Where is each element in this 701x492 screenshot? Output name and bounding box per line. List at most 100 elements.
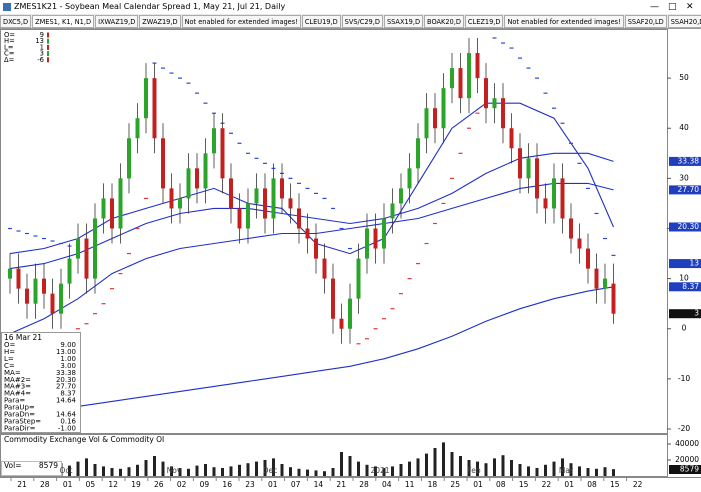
data-window-value: 8.37 (60, 390, 76, 398)
x-tick-label: 01 (564, 480, 574, 489)
tab[interactable]: SSAH20,D (667, 15, 701, 28)
candle-body (569, 218, 573, 239)
volume-bar (467, 460, 471, 476)
tab[interactable]: IXWAZ19,D (95, 15, 139, 28)
volume-bar (518, 464, 522, 476)
volume-bar (408, 461, 411, 476)
data-window-label: ParaUp= (4, 404, 35, 412)
volume-bar (85, 458, 88, 476)
candle-body (356, 258, 361, 299)
volume-bar (314, 470, 318, 476)
tab[interactable]: Not enabled for extended images! (181, 15, 301, 28)
x-tick-label: 05 (86, 480, 96, 489)
tab[interactable]: CLEZ19,D (464, 15, 504, 28)
candle-body (501, 98, 505, 129)
candle-body (144, 78, 148, 119)
legend-box (2, 31, 52, 65)
y-tick-label: 40 (679, 123, 689, 132)
tab-strip: DXC5,D ZMES1, K1, N1,D IXWAZ19,D ZWAZ19,D No… (0, 14, 701, 29)
tab[interactable]: SVS/C29,D (341, 15, 383, 28)
candle-body (560, 178, 565, 219)
volume-bar (510, 460, 513, 476)
tab[interactable]: CLEU19,D (301, 15, 341, 28)
volume-bar (374, 466, 377, 476)
value-marker-label: 33.38 (678, 156, 700, 165)
volume-bar (212, 467, 216, 476)
candle-body (535, 158, 539, 199)
tab[interactable]: DXC5,D (0, 15, 32, 28)
tab[interactable]: SSAX19,D (383, 15, 424, 28)
minimize-button[interactable]: — (650, 2, 659, 12)
volume-bar (459, 456, 462, 476)
tab[interactable]: SSAF20,LD (624, 15, 667, 28)
volume-bar (297, 468, 301, 476)
candle-body (543, 198, 548, 209)
volume-bar (527, 466, 530, 476)
x-tick-label: 11 (405, 480, 415, 489)
x-tick-label: 15 (519, 480, 529, 489)
volume-readout-label: Vol= (4, 461, 22, 470)
candle-body (577, 238, 582, 249)
volume-bar (399, 464, 403, 476)
value-marker (669, 282, 701, 292)
x-tick-label: 23 (245, 480, 255, 489)
legend-label: C= (4, 50, 14, 58)
moving-average (9, 286, 614, 415)
tab[interactable]: BOAK20,D (424, 15, 464, 28)
volume-readout-value: 8579 (39, 461, 58, 470)
volume-bar (178, 468, 182, 476)
x-tick-label: 07 (291, 480, 301, 489)
volume-readout-box (1, 461, 62, 476)
data-window-label: ParaDn= (4, 411, 35, 419)
close-button[interactable]: ✕ (686, 2, 694, 12)
volume-bar (425, 453, 428, 476)
x-tick-label: 04 (382, 480, 392, 489)
volume-bar (280, 464, 284, 476)
volume-bar (221, 468, 224, 476)
candle-body (110, 198, 114, 229)
volume-bar (323, 471, 326, 476)
volume-bar (195, 465, 199, 476)
x-tick-label: 19 (131, 480, 141, 489)
month-label: Mar (559, 466, 574, 475)
volume-bar (136, 464, 139, 476)
candle-body (118, 178, 123, 229)
x-tick-label: 16 (222, 480, 232, 489)
candle-body (203, 153, 208, 189)
x-tick-label: 14 (314, 480, 324, 489)
candle-body (484, 78, 488, 109)
tab[interactable]: ZWAZ19,D (139, 15, 181, 28)
x-tick-label: 21 (17, 480, 27, 489)
month-label: 2021 (370, 466, 389, 475)
candle-body (229, 178, 233, 209)
candle-body (509, 128, 514, 149)
maximize-button[interactable]: □ (668, 2, 677, 12)
legend-value: 1 (40, 43, 44, 51)
candle-body (33, 278, 38, 304)
volume-bar (552, 461, 556, 476)
candle-body (76, 238, 80, 259)
candle-body (84, 238, 89, 279)
candle-body (594, 268, 599, 289)
candle-body (373, 228, 378, 249)
tab[interactable]: ZMES1, K1, N1,D (32, 15, 95, 28)
y-tick-label: 0 (682, 324, 687, 333)
volume-bar (68, 465, 71, 476)
volume-bar (595, 468, 598, 476)
data-window-label: Para= (4, 397, 25, 405)
volume-bar (119, 468, 122, 476)
candle-body (339, 318, 344, 329)
volume-bar (238, 464, 241, 476)
candle-body (195, 168, 199, 189)
x-tick-label: 12 (108, 480, 118, 489)
volume-bar (161, 461, 165, 476)
volume-bar (578, 466, 581, 476)
volume-bar (144, 460, 148, 476)
data-window-label: O= (4, 341, 16, 349)
data-window (1, 332, 81, 433)
volume-bar (357, 461, 360, 476)
candle-body (365, 228, 369, 259)
tab[interactable]: Not enabled for extended images! (504, 15, 624, 28)
value-marker-label: 8.37 (682, 282, 699, 291)
